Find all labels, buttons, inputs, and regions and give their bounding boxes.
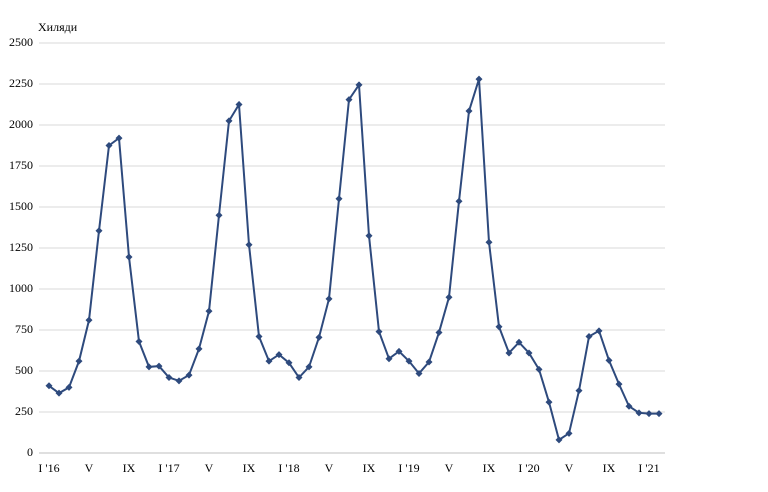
x-tick-label: IX	[123, 461, 136, 475]
data-point	[295, 374, 303, 382]
data-point	[505, 349, 513, 357]
data-point	[385, 355, 393, 363]
data-point	[145, 363, 153, 371]
data-point	[55, 389, 63, 397]
data-point	[655, 410, 663, 418]
y-tick-label: 1500	[9, 199, 33, 213]
y-tick-label: 750	[15, 322, 33, 336]
data-point	[115, 134, 123, 142]
data-point	[165, 374, 173, 382]
data-point	[495, 323, 503, 331]
data-point	[515, 338, 523, 346]
data-point	[305, 363, 313, 371]
y-tick-label: 0	[27, 445, 33, 459]
y-tick-label: 1000	[9, 281, 33, 295]
unit-label: Хиляди	[38, 20, 78, 34]
data-point	[255, 333, 263, 341]
data-point	[455, 197, 463, 205]
x-tick-label: I '16	[38, 461, 59, 475]
data-point	[555, 436, 563, 444]
y-tick-label: 2000	[9, 117, 33, 131]
y-tick-label: 2500	[9, 35, 33, 49]
x-tick-label: IX	[483, 461, 496, 475]
data-point	[105, 142, 113, 149]
data-point	[135, 337, 143, 345]
x-tick-label: V	[445, 461, 454, 475]
data-point	[315, 333, 323, 341]
data-point	[645, 410, 653, 418]
data-point	[525, 349, 533, 357]
data-point	[345, 96, 353, 104]
data-point	[575, 387, 583, 395]
data-point	[435, 328, 443, 336]
data-point	[155, 362, 163, 370]
data-point	[195, 345, 203, 353]
data-point	[565, 429, 573, 437]
data-point	[125, 253, 133, 261]
x-tick-label: IX	[603, 461, 616, 475]
data-point	[205, 307, 213, 315]
data-point	[485, 238, 493, 246]
data-point	[285, 359, 293, 367]
data-point	[635, 409, 643, 417]
data-point	[185, 371, 193, 379]
data-point	[445, 293, 453, 301]
y-tick-label: 1250	[9, 240, 33, 254]
data-point	[65, 383, 73, 391]
data-point	[395, 347, 403, 355]
data-point	[95, 227, 103, 235]
data-point	[175, 377, 183, 385]
data-point	[75, 357, 83, 365]
data-line	[48, 78, 659, 442]
data-point	[585, 333, 593, 341]
data-point	[625, 402, 633, 410]
y-tick-label: 1750	[9, 158, 33, 172]
x-tick-label: I '19	[398, 461, 419, 475]
data-point	[265, 357, 273, 365]
x-tick-label: V	[325, 461, 334, 475]
data-point	[45, 382, 53, 390]
data-point	[335, 195, 343, 203]
x-tick-label: I '21	[638, 461, 659, 475]
data-point	[275, 351, 283, 359]
data-point	[355, 81, 363, 89]
data-point	[235, 101, 243, 108]
data-point	[365, 232, 373, 240]
data-point	[405, 357, 413, 365]
y-tick-label: 2250	[9, 76, 33, 90]
x-tick-label: IX	[243, 461, 256, 475]
data-point	[415, 369, 423, 377]
data-point	[245, 241, 253, 249]
x-tick-label: V	[205, 461, 214, 475]
data-point	[595, 327, 603, 335]
data-point	[545, 398, 553, 406]
data-point	[325, 295, 333, 303]
y-tick-label: 500	[15, 363, 33, 377]
data-point	[425, 358, 433, 366]
y-tick-label: 250	[15, 404, 33, 418]
data-point	[465, 107, 473, 115]
data-point	[475, 75, 483, 83]
data-point	[605, 356, 613, 364]
data-point	[85, 316, 93, 324]
x-tick-label: I '18	[278, 461, 299, 475]
data-point	[215, 211, 223, 219]
x-tick-label: I '17	[158, 461, 179, 475]
x-tick-label: V	[85, 461, 94, 475]
x-tick-label: I '20	[518, 461, 539, 475]
data-point	[615, 380, 623, 388]
x-tick-label: IX	[363, 461, 376, 475]
data-point	[375, 328, 383, 336]
x-tick-label: V	[565, 461, 574, 475]
data-point	[225, 117, 233, 125]
data-point	[535, 365, 543, 373]
